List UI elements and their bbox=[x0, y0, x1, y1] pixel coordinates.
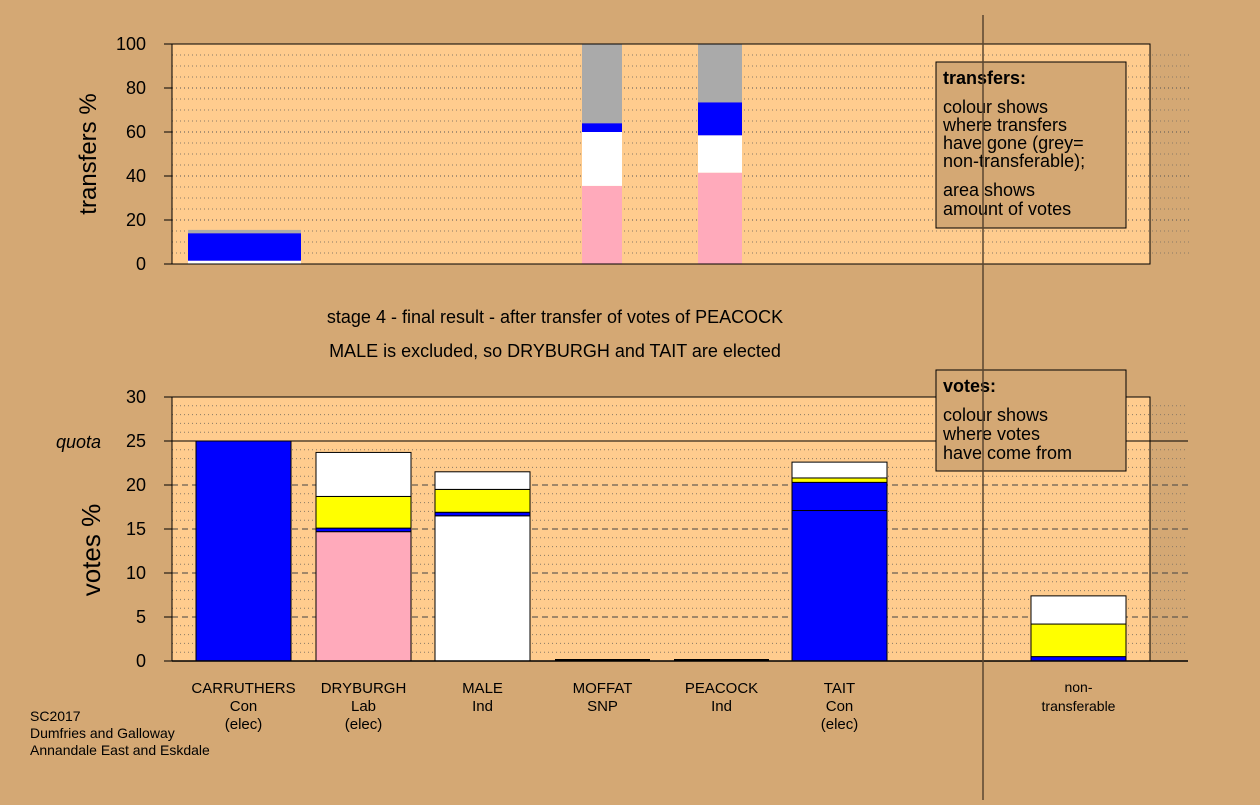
transfer-segment-peacock bbox=[698, 135, 742, 173]
y-tick-label: 15 bbox=[126, 519, 146, 539]
non-transferable-label: non- bbox=[1064, 679, 1092, 695]
transfer-segment-moffat bbox=[582, 132, 622, 186]
candidate-label: Ind bbox=[711, 698, 732, 715]
non-transferable-label: transferable bbox=[1042, 698, 1116, 714]
candidate-label: TAIT bbox=[824, 680, 855, 697]
footer-council: Dumfries and Galloway bbox=[30, 725, 175, 741]
vote-segment-carruthers bbox=[195, 440, 292, 662]
transfers-legend-line: have gone (grey= bbox=[943, 133, 1084, 153]
quota-label: quota bbox=[56, 432, 101, 452]
transfers-plot-border bbox=[171, 43, 1151, 265]
vote-segment-non-transferable bbox=[1030, 623, 1127, 658]
transfer-segment-peacock bbox=[698, 44, 742, 103]
candidate-label: PEACOCK bbox=[685, 680, 758, 697]
y-tick-label: 5 bbox=[136, 607, 146, 627]
transfer-segment-carruthers bbox=[188, 260, 301, 264]
vote-segment-dryburgh bbox=[315, 495, 412, 529]
transfer-segment-moffat bbox=[582, 185, 622, 264]
candidate-label: SNP bbox=[587, 698, 618, 715]
vote-segment-male bbox=[434, 488, 531, 513]
transfer-segment-moffat bbox=[582, 44, 622, 124]
footer-election: SC2017 bbox=[30, 708, 81, 724]
transfers-legend-line: non-transferable); bbox=[943, 151, 1085, 171]
candidate-label: Ind bbox=[472, 698, 493, 715]
transfers-legend-line: colour shows bbox=[943, 97, 1048, 117]
votes-legend: votes: colour shows where votes have com… bbox=[935, 369, 1127, 472]
y-tick-label: 0 bbox=[136, 651, 146, 671]
transfers-legend-line: area shows bbox=[943, 180, 1035, 200]
votes-legend-line: colour shows bbox=[943, 405, 1048, 425]
votes-legend-line: have come from bbox=[943, 443, 1072, 463]
transfer-segment-carruthers bbox=[188, 233, 301, 261]
vote-segment-dryburgh bbox=[315, 451, 412, 497]
y-tick-label: 10 bbox=[126, 563, 146, 583]
vote-segment-dryburgh bbox=[315, 527, 412, 533]
candidate-label: DRYBURGH bbox=[321, 680, 407, 697]
vote-segment-male bbox=[434, 515, 531, 662]
transfer-segment-moffat bbox=[582, 123, 622, 132]
candidate-label: (elec) bbox=[821, 716, 859, 733]
candidate-label: Lab bbox=[351, 698, 376, 715]
y-tick-label: 0 bbox=[136, 254, 146, 274]
vote-segment-non-transferable bbox=[1030, 595, 1127, 625]
footer: SC2017 Dumfries and Galloway Annandale E… bbox=[30, 708, 210, 758]
y-tick-label: 100 bbox=[116, 34, 146, 54]
transfers-legend: transfers: colour shows where transfers … bbox=[935, 61, 1127, 229]
candidate-label: Con bbox=[826, 698, 854, 715]
caption-stage: stage 4 - final result - after transfer … bbox=[327, 307, 783, 327]
candidate-label: CARRUTHERS bbox=[191, 680, 295, 697]
caption-result: MALE is excluded, so DRYBURGH and TAIT a… bbox=[329, 341, 781, 361]
vote-segment-tait bbox=[791, 477, 888, 483]
transfers-legend-title: transfers: bbox=[943, 68, 1026, 88]
y-tick-label: 25 bbox=[126, 431, 146, 451]
transfer-segment-carruthers bbox=[188, 229, 301, 234]
candidate-label: (elec) bbox=[225, 716, 263, 733]
vote-segment-tait bbox=[791, 481, 888, 512]
y-tick-label: 80 bbox=[126, 78, 146, 98]
candidate-label: (elec) bbox=[345, 716, 383, 733]
vote-segment-tait bbox=[791, 461, 888, 479]
vote-segment-tait bbox=[791, 510, 888, 662]
votes-legend-title: votes: bbox=[943, 376, 996, 396]
vote-segment-male bbox=[434, 511, 531, 517]
y-tick-label: 20 bbox=[126, 475, 146, 495]
transfer-segment-peacock bbox=[698, 172, 742, 264]
candidate-label: MOFFAT bbox=[573, 680, 633, 697]
y-tick-label: 60 bbox=[126, 122, 146, 142]
transfers-legend-line: amount of votes bbox=[943, 199, 1071, 219]
y-tick-label: 40 bbox=[126, 166, 146, 186]
votes-legend-line: where votes bbox=[942, 424, 1040, 444]
y-tick-label: 30 bbox=[126, 387, 146, 407]
y-tick-label: 20 bbox=[126, 210, 146, 230]
candidate-label: MALE bbox=[462, 680, 503, 697]
transfers-legend-line: where transfers bbox=[942, 115, 1067, 135]
candidate-label: Con bbox=[230, 698, 258, 715]
y-axis-title: votes % bbox=[76, 504, 106, 597]
vote-segment-dryburgh bbox=[315, 531, 412, 662]
y-axis-title: transfers % bbox=[75, 93, 102, 214]
footer-ward: Annandale East and Eskdale bbox=[30, 742, 210, 758]
votes-plot-border bbox=[171, 396, 1151, 662]
transfer-segment-peacock bbox=[698, 102, 742, 136]
vote-segment-male bbox=[434, 471, 531, 490]
